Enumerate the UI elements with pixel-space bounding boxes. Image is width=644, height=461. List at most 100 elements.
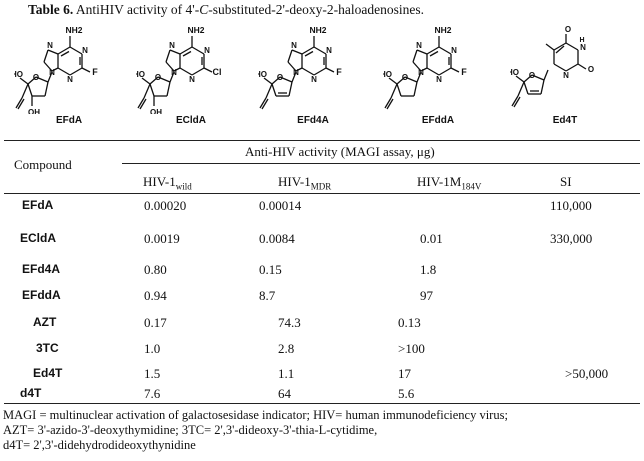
svg-text:HO: HO (510, 68, 519, 77)
svg-text:N: N (189, 75, 195, 84)
svg-text:N: N (169, 41, 175, 50)
structure-name: EFdA (55, 115, 83, 126)
svg-text:N: N (580, 43, 586, 52)
header-bottom-rule (4, 193, 640, 194)
structure-0: NH2NNNNFOHOOHEFdA (14, 22, 124, 132)
cell-si: >50,000 (565, 366, 609, 381)
cell-hiv1-mdr: 0.00014 (259, 198, 302, 213)
svg-text:HO: HO (14, 70, 23, 79)
col-header-mdr: HIV-1MDR (278, 174, 332, 192)
svg-text:NH2: NH2 (65, 25, 82, 35)
cell-hiv1-wild: 0.0019 (144, 231, 180, 246)
structure-name: EFddA (421, 115, 455, 126)
svg-text:N: N (67, 75, 73, 84)
structure-drawing: NH2NNNNFOHO (258, 25, 342, 110)
cell-hiv1m-184v: 17 (398, 366, 411, 381)
cell-hiv1-wild: 1.5 (144, 366, 161, 381)
cell-hiv1-wild: 7.6 (144, 386, 161, 401)
svg-text:O: O (277, 73, 283, 82)
svg-text:Cl: Cl (213, 67, 222, 77)
cell-hiv1-wild: 0.80 (144, 262, 167, 277)
cell-hiv1m-184v: >100 (398, 341, 425, 356)
svg-text:OH: OH (28, 108, 40, 114)
cell-hiv1-wild: 0.17 (144, 315, 167, 330)
svg-text:NH2: NH2 (187, 25, 204, 35)
svg-text:NH2: NH2 (434, 25, 451, 35)
footnote-line-2: AZT= 3'-azido-3'-deoxythymidine; 3TC= 2'… (3, 423, 378, 437)
row-compound-name: d4T (20, 386, 42, 400)
svg-text:NH2: NH2 (309, 25, 326, 35)
activity-group-header: Anti-HIV activity (MAGI assay, μg) (245, 144, 435, 159)
cell-hiv1-wild: 0.94 (144, 288, 167, 303)
svg-text:HO: HO (136, 70, 145, 79)
svg-text:N: N (291, 41, 297, 50)
svg-text:N: N (326, 46, 332, 55)
svg-text:O: O (402, 73, 408, 82)
cell-hiv1m-184v: 0.01 (420, 231, 443, 246)
cell-hiv1-wild: 1.0 (144, 341, 161, 356)
structure-2: NH2NNNNFOHOEFd4A (258, 22, 368, 132)
footnote-line-3: d4T= 2',3'-didehydrodideoxythynidine (3, 438, 196, 452)
cell-hiv1m-184v: 0.13 (398, 315, 421, 330)
col-header-m184v: HIV-1M184V (417, 174, 482, 192)
svg-text:O: O (565, 25, 571, 34)
caption-italic-c: C (199, 2, 209, 17)
cell-si: 110,000 (550, 198, 592, 213)
svg-text:O: O (529, 71, 535, 80)
col-header-si: SI (560, 174, 572, 189)
row-compound-name: 3TC (36, 341, 59, 355)
svg-text:N: N (82, 46, 88, 55)
col-header-wild: HIV-1wild (143, 174, 192, 192)
svg-text:N: N (204, 46, 210, 55)
structure-name: EFd4A (297, 115, 329, 126)
caption-text-2: -substituted-2'-deoxy-2-haloadenosines. (208, 2, 424, 17)
structure-drawing: NH2NNNNClOHOOH (136, 25, 222, 114)
svg-text:N: N (311, 75, 317, 84)
row-compound-name: AZT (33, 315, 57, 329)
row-compound-name: Ed4T (33, 366, 63, 380)
group-header-rule (122, 163, 640, 164)
cell-hiv1m-184v: 97 (420, 288, 433, 303)
row-compound-name: ECldA (20, 231, 56, 245)
svg-text:N: N (416, 41, 422, 50)
svg-text:HO: HO (258, 70, 267, 79)
structures-row: NH2NNNNFOHOOHEFdANH2NNNNClOHOOHECldANH2N… (0, 22, 644, 132)
cell-hiv1-mdr: 0.0084 (259, 231, 295, 246)
row-compound-name: EFdA (22, 198, 54, 212)
row-compound-name: EFddA (22, 288, 61, 302)
table-bottom-rule (4, 403, 640, 404)
svg-text:O: O (588, 65, 594, 74)
svg-text:H: H (579, 37, 584, 44)
cell-hiv1-mdr: 74.3 (278, 315, 301, 330)
structure-name: Ed4T (552, 115, 578, 126)
cell-hiv1-mdr: 64 (278, 386, 291, 401)
caption-text-1: AntiHIV activity of 4'- (73, 2, 200, 17)
structure-name: ECldA (176, 115, 206, 126)
structure-drawing: NH2NNNNFOHOOH (14, 25, 98, 114)
cell-hiv1m-184v: 5.6 (398, 386, 415, 401)
svg-text:O: O (33, 73, 39, 82)
svg-text:N: N (47, 41, 53, 50)
compound-header: Compound (14, 157, 72, 172)
structure-3: NH2NNNNFOHOEFddA (383, 22, 493, 132)
svg-text:O: O (155, 73, 161, 82)
svg-text:F: F (336, 67, 342, 77)
svg-text:OH: OH (150, 108, 162, 114)
svg-text:N: N (563, 71, 569, 80)
cell-hiv1-mdr: 8.7 (259, 288, 276, 303)
svg-text:N: N (436, 75, 442, 84)
table-number: Table 6. (28, 2, 74, 17)
structure-1: NH2NNNNClOHOOHECldA (136, 22, 246, 132)
svg-text:HO: HO (383, 70, 392, 79)
row-compound-name: EFd4A (22, 262, 61, 276)
svg-text:F: F (92, 67, 98, 77)
cell-hiv1-wild: 0.00020 (144, 198, 187, 213)
svg-text:N: N (451, 46, 457, 55)
structure-4: OONHNOHOEd4T (510, 22, 620, 132)
cell-hiv1m-184v: 1.8 (420, 262, 437, 277)
table-top-rule (4, 140, 640, 141)
svg-text:F: F (461, 67, 467, 77)
structure-drawing: OONHNOHO (510, 25, 594, 108)
table-caption: Table 6. AntiHIV activity of 4'-C-substi… (28, 2, 424, 18)
cell-hiv1-mdr: 2.8 (278, 341, 295, 356)
